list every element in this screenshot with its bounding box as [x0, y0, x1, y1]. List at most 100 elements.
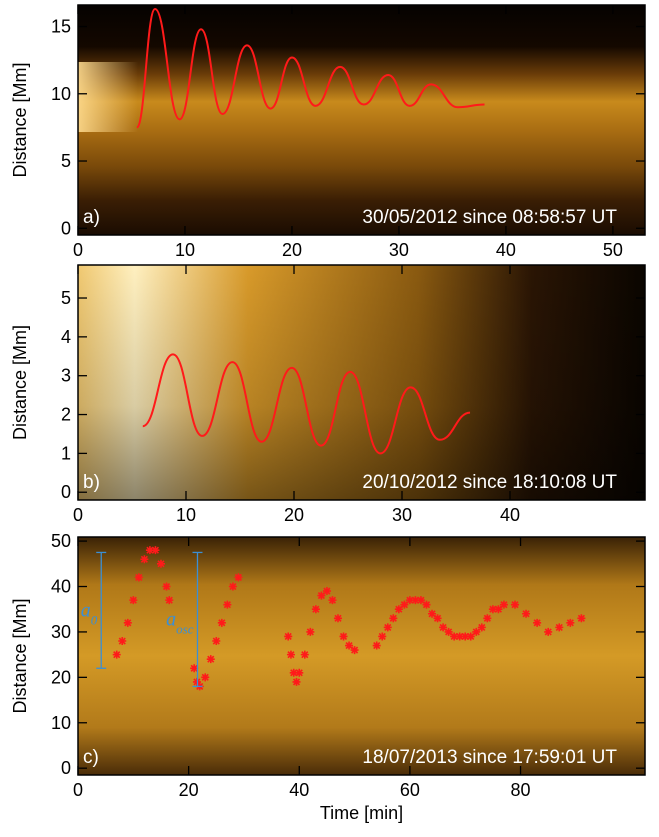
y-tick-label: 3	[61, 366, 71, 386]
data-point	[494, 605, 503, 614]
data-point	[405, 596, 414, 605]
x-tick-label: 0	[73, 240, 83, 260]
panel-label: a)	[83, 207, 100, 228]
y-axis-label: Distance [Mm]	[10, 325, 30, 440]
data-point	[511, 600, 520, 609]
panel-annotation: 20/10/2012 since 18:10:08 UT	[362, 472, 617, 493]
oscillation-fit	[135, 8, 485, 129]
data-point	[533, 618, 542, 627]
data-point	[383, 623, 392, 632]
y-tick-label: 0	[61, 218, 71, 238]
y-tick-label: 0	[61, 758, 71, 778]
data-point	[165, 596, 174, 605]
x-tick-label: 60	[400, 780, 420, 800]
heatmap-b-shade	[78, 265, 645, 500]
data-point	[444, 627, 453, 636]
data-point	[461, 632, 470, 641]
y-tick-label: 15	[51, 17, 71, 37]
data-point	[295, 668, 304, 677]
data-point	[317, 591, 326, 600]
data-point	[339, 632, 348, 641]
data-point	[322, 587, 331, 596]
x-tick-label: 0	[73, 780, 83, 800]
data-point	[450, 632, 459, 641]
x-axis-label: Time [min]	[320, 803, 403, 823]
data-point	[394, 605, 403, 614]
data-point	[472, 627, 481, 636]
y-tick-label: 5	[61, 288, 71, 308]
data-point	[483, 614, 492, 623]
data-point	[455, 632, 464, 641]
data-point	[411, 596, 420, 605]
amplitude-subscript: 0	[91, 612, 98, 627]
y-tick-label: 5	[61, 151, 71, 171]
x-tick-label: 80	[511, 780, 531, 800]
data-point	[378, 632, 387, 641]
data-point	[345, 641, 354, 650]
y-tick-label: 2	[61, 405, 71, 425]
y-tick-label: 4	[61, 327, 71, 347]
panel-annotation: 18/07/2013 since 17:59:01 UT	[362, 747, 617, 768]
data-point	[190, 664, 199, 673]
data-point	[428, 609, 437, 618]
data-point	[306, 627, 315, 636]
x-tick-label: 40	[496, 240, 516, 260]
x-tick-label: 10	[175, 240, 195, 260]
y-axis-label: Distance [Mm]	[10, 62, 30, 177]
data-point	[466, 632, 475, 641]
data-point	[522, 609, 531, 618]
heatmap-c	[78, 537, 645, 775]
data-point	[577, 614, 586, 623]
data-point	[201, 673, 210, 682]
x-tick-label: 10	[176, 505, 196, 525]
data-point	[439, 623, 448, 632]
x-tick-label: 20	[179, 780, 199, 800]
amplitude-symbol: a	[166, 608, 176, 630]
data-point	[433, 614, 442, 623]
y-tick-label: 20	[51, 667, 71, 687]
y-tick-label: 10	[51, 84, 71, 104]
data-point	[422, 600, 431, 609]
y-axis-label: Distance [Mm]	[10, 598, 30, 713]
data-point	[156, 559, 165, 568]
data-point	[284, 632, 293, 641]
plot-frame	[77, 536, 646, 776]
x-tick-label: 40	[289, 780, 309, 800]
y-tick-label: 10	[51, 713, 71, 733]
x-tick-label: 30	[392, 505, 412, 525]
data-point	[228, 582, 237, 591]
y-tick-label: 0	[61, 482, 71, 502]
data-point	[333, 614, 342, 623]
heatmap-a-bright	[78, 62, 138, 132]
data-point	[292, 677, 301, 686]
data-point	[234, 573, 243, 582]
amplitude-label: aosc	[166, 608, 194, 636]
data-point	[328, 596, 337, 605]
x-tick-label: 0	[73, 505, 83, 525]
x-tick-label: 20	[284, 505, 304, 525]
data-point	[499, 600, 508, 609]
data-point	[151, 546, 160, 555]
amplitude-label: a0	[81, 599, 98, 627]
x-tick-label: 40	[500, 505, 520, 525]
y-tick-label: 30	[51, 622, 71, 642]
data-point	[286, 650, 295, 659]
data-point	[289, 668, 298, 677]
data-point	[311, 605, 320, 614]
y-tick-label: 50	[51, 531, 71, 551]
data-point	[223, 600, 232, 609]
data-point	[544, 627, 553, 636]
data-point	[555, 623, 564, 632]
data-point	[123, 618, 132, 627]
data-point	[134, 573, 143, 582]
data-point	[300, 650, 309, 659]
data-point	[566, 618, 575, 627]
data-point	[112, 650, 121, 659]
plot-frame	[77, 4, 646, 236]
y-tick-label: 40	[51, 577, 71, 597]
y-tick-label: 1	[61, 443, 71, 463]
heatmap-a	[78, 5, 645, 235]
data-point	[129, 596, 138, 605]
data-point	[416, 596, 425, 605]
